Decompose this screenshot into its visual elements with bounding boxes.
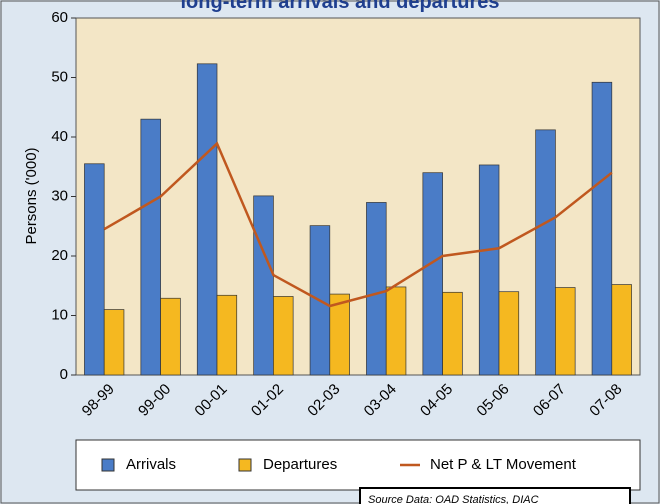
y-tick-label: 20 [51, 247, 68, 264]
bar [478, 164, 500, 376]
y-tick-label: 50 [51, 68, 68, 85]
legend-swatch [238, 458, 252, 472]
bar [329, 293, 350, 376]
y-tick-label: 10 [51, 306, 68, 323]
source-box [359, 487, 631, 504]
chart-title: long-term arrivals and departures [181, 0, 500, 13]
bar [84, 163, 105, 376]
legend-label: Arrivals [126, 456, 176, 473]
bar [422, 172, 443, 376]
legend-label: Departures [263, 456, 337, 473]
source: Source Data: OAD Statistics, DIAC [368, 494, 539, 504]
bar [103, 309, 125, 376]
y-tick-label: 40 [51, 128, 68, 145]
bar [140, 118, 161, 376]
line [103, 141, 613, 308]
y-axis-label: Persons ('000) [23, 147, 40, 244]
y-tick-label: 0 [60, 366, 68, 383]
bar [498, 291, 520, 376]
bar [611, 284, 632, 376]
bar [196, 63, 218, 376]
bar [366, 202, 387, 376]
y-tick-label: 60 [51, 9, 68, 26]
bar [591, 81, 613, 376]
bar [385, 286, 407, 376]
bar [253, 195, 274, 376]
y-tick-label: 30 [51, 187, 68, 204]
bar [216, 294, 238, 376]
legend [75, 439, 641, 491]
bar [273, 296, 294, 376]
bar [442, 291, 463, 376]
bar [160, 297, 181, 376]
legend-swatch [101, 458, 115, 472]
legend-label: Net P & LT Movement [430, 456, 577, 473]
bar [555, 287, 576, 376]
bar [535, 129, 556, 376]
